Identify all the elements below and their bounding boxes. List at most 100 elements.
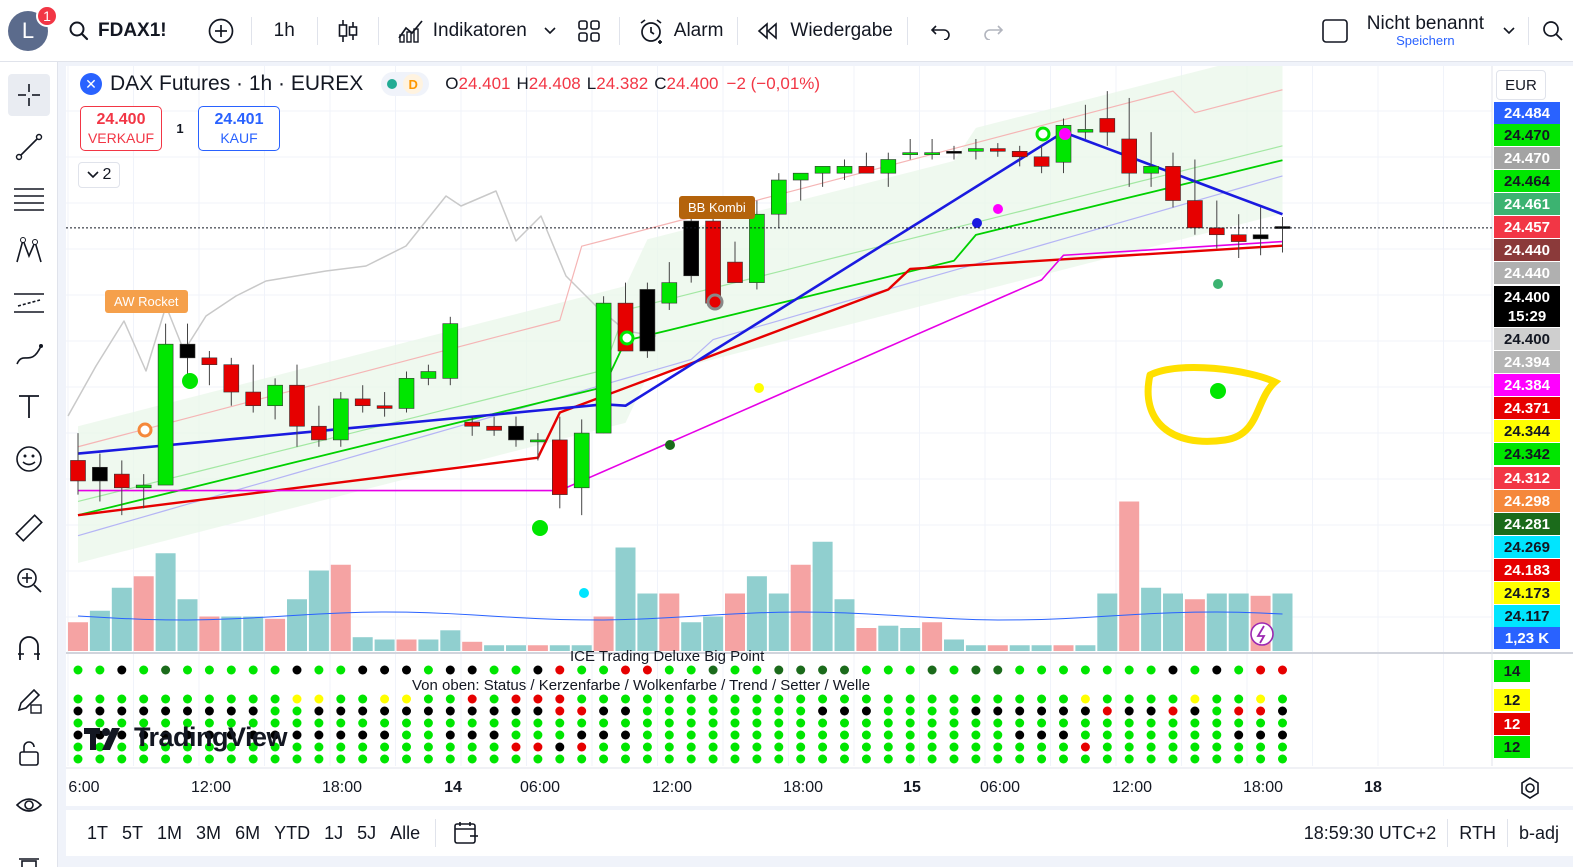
indicators-dropdown[interactable]: [537, 11, 563, 51]
templates-button[interactable]: [563, 11, 615, 51]
prediction-tool[interactable]: [8, 282, 50, 324]
indicator-dot: [402, 754, 411, 764]
compare-add-button[interactable]: [177, 11, 247, 51]
indicator-dot: [533, 754, 543, 764]
redo-button[interactable]: [970, 11, 1016, 51]
save-link[interactable]: Speichern: [1396, 32, 1455, 48]
trash-tool[interactable]: [8, 842, 50, 867]
indicator-dot: [1168, 706, 1178, 716]
candle-body: [1121, 138, 1137, 174]
signal-ring: [1035, 126, 1051, 142]
trendline-tool[interactable]: [8, 126, 50, 168]
indicator-dot: [664, 718, 674, 728]
range-button-1t[interactable]: 1T: [87, 822, 109, 843]
indicator-dot: [883, 730, 893, 740]
indicator-dot: [840, 694, 849, 704]
indicator-dot: [1080, 730, 1090, 740]
order-quantity[interactable]: 1: [176, 121, 184, 136]
indicator-dot: [358, 665, 368, 675]
indicator-dot: [774, 694, 784, 704]
aw-rocket-label[interactable]: AW Rocket: [105, 290, 188, 313]
settings-icon[interactable]: [1518, 776, 1542, 800]
clock-timezone[interactable]: 18:59:30 UTC+2: [1303, 822, 1437, 843]
range-button-6m[interactable]: 6M: [235, 822, 261, 843]
indicator-dot: [818, 754, 828, 764]
market-status[interactable]: D: [381, 72, 430, 96]
session-button[interactable]: RTH: [1459, 822, 1496, 843]
price-chart[interactable]: [66, 66, 1573, 806]
symbol-title[interactable]: DAX Futures · 1h · EUREX: [110, 72, 364, 95]
indicator-dot: [905, 730, 915, 740]
volume-bar: [243, 616, 264, 651]
lock-drawings-tool[interactable]: [8, 680, 50, 722]
range-button-5t[interactable]: 5T: [122, 822, 144, 843]
alert-button[interactable]: Alarm: [624, 11, 734, 51]
indicator-dot: [971, 694, 981, 704]
volume-bar: [1075, 645, 1096, 651]
indicator-dot: [226, 730, 236, 740]
indicators-collapse-button[interactable]: 2: [78, 162, 120, 188]
indicator-dot: [380, 742, 390, 752]
quick-search-button[interactable]: [1533, 11, 1573, 51]
currency-button[interactable]: EUR: [1496, 70, 1546, 100]
indicator-dot: [1168, 742, 1178, 752]
volume-bar: [155, 553, 176, 651]
indicator-dot: [818, 730, 828, 740]
indicator-dot: [139, 730, 149, 740]
range-button-5j[interactable]: 5J: [357, 822, 377, 843]
indicator-dot: [1278, 665, 1287, 675]
rewind-icon: [758, 21, 778, 40]
chart-type-button[interactable]: [322, 11, 374, 51]
volume-bar: [900, 628, 921, 651]
chart-panel[interactable]: [66, 66, 1573, 806]
volume-bar: [659, 593, 680, 651]
range-button-alle[interactable]: Alle: [390, 822, 421, 843]
candle-body: [573, 432, 590, 489]
zoom-tool[interactable]: [8, 559, 50, 601]
tradingview-logo[interactable]: TradingView: [84, 722, 288, 753]
range-button-3m[interactable]: 3M: [196, 822, 222, 843]
range-button-ytd[interactable]: YTD: [274, 822, 311, 843]
indicator-dot: [796, 754, 806, 764]
volume-bar: [944, 639, 964, 651]
pattern-tool[interactable]: [8, 230, 50, 272]
goto-date-button[interactable]: [440, 820, 492, 846]
tradingview-logo-icon: [84, 727, 120, 750]
layout-select-button[interactable]: Nicht benannt Speichern: [1321, 11, 1524, 51]
indicator-dot: [1124, 718, 1134, 728]
volume-bar: [68, 622, 88, 651]
indicator-dot: [248, 754, 258, 764]
unlock-tool[interactable]: [8, 732, 50, 774]
sell-button[interactable]: 24.400 VERKAUF: [80, 106, 162, 151]
indicator-dot: [1278, 706, 1287, 716]
interval-button[interactable]: 1h: [256, 11, 313, 51]
adjustment-button[interactable]: b-adj: [1518, 822, 1559, 843]
fib-tool[interactable]: [8, 178, 50, 220]
replay-button[interactable]: Wiedergabe: [742, 11, 902, 51]
indicator-dot: [117, 665, 127, 675]
bb-kombi-label[interactable]: BB Kombi: [679, 196, 755, 219]
undo-button[interactable]: [912, 11, 970, 51]
indicators-button[interactable]: Indikatoren: [383, 11, 537, 51]
user-avatar[interactable]: L 1: [8, 4, 58, 51]
buy-button[interactable]: 24.401 KAUF: [198, 106, 280, 151]
indicator-dot: [270, 754, 280, 764]
range-button-1m[interactable]: 1M: [157, 822, 183, 843]
magnet-tool[interactable]: [8, 628, 50, 670]
symbol-search-button[interactable]: FDAX1!: [62, 11, 177, 51]
pencil-lock-icon: [17, 688, 42, 714]
time-tick-label: 15: [903, 779, 921, 796]
emoji-tool[interactable]: [8, 438, 50, 480]
measure-tool[interactable]: [8, 507, 50, 549]
candle-body: [354, 398, 371, 407]
visibility-tool[interactable]: [8, 784, 50, 826]
crosshair-tool[interactable]: [8, 74, 50, 116]
signal-dot: [665, 440, 675, 450]
range-button-1j[interactable]: 1J: [324, 822, 344, 843]
signal-dot: [754, 383, 764, 393]
brush-tool[interactable]: [8, 334, 50, 376]
text-tool[interactable]: [8, 386, 50, 428]
indicator-title[interactable]: ICE Trading Deluxe Big Point: [570, 648, 765, 665]
signal-dot: [993, 204, 1003, 214]
indicator-dot: [1015, 730, 1025, 740]
